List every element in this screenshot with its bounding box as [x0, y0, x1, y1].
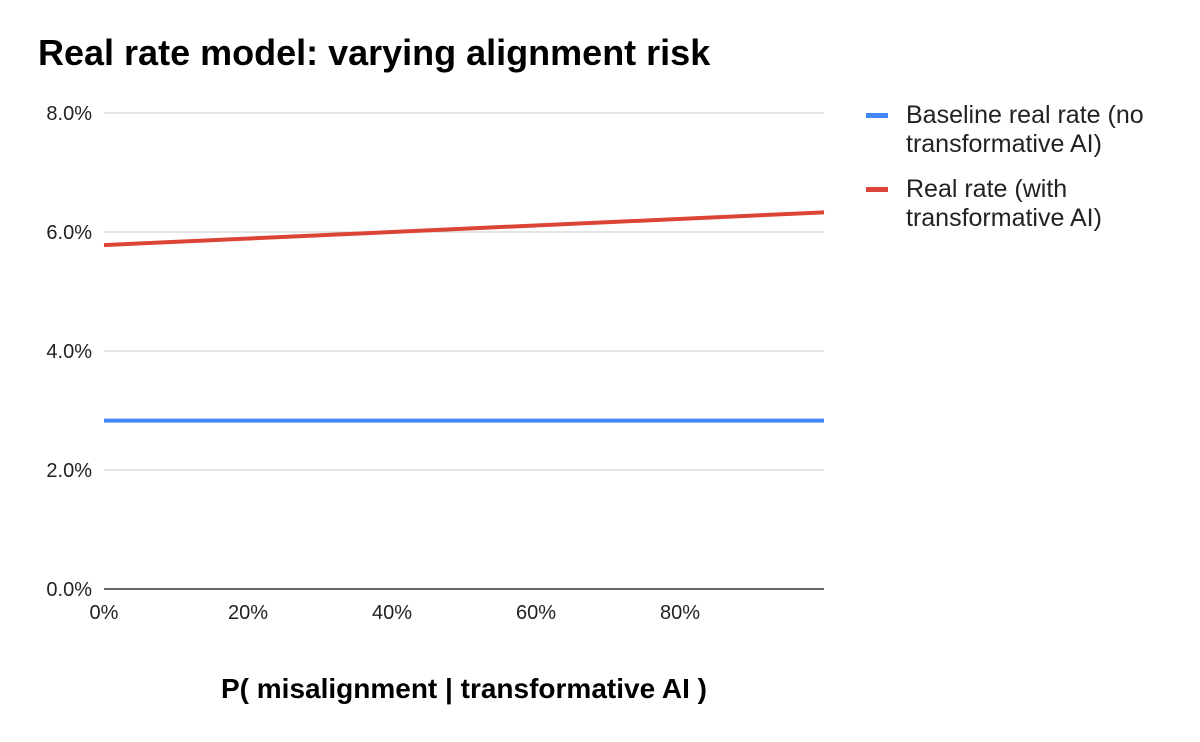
legend-item-real-rate[interactable]: Real rate (with transformative AI) — [866, 175, 1166, 233]
legend-item-baseline[interactable]: Baseline real rate (no transformative AI… — [866, 101, 1166, 159]
y-tick-label: 0.0% — [46, 579, 92, 601]
x-tick-label: 40% — [372, 602, 412, 624]
x-axis-ticks: 0% 20% 40% 60% 80% — [90, 602, 701, 624]
y-tick-label: 8.0% — [46, 103, 92, 125]
y-axis-ticks: 0.0% 2.0% 4.0% 6.0% 8.0% — [46, 103, 92, 601]
y-tick-label: 4.0% — [46, 341, 92, 363]
y-tick-label: 2.0% — [46, 460, 92, 482]
chart-title: Real rate model: varying alignment risk — [38, 32, 711, 73]
x-tick-label: 60% — [516, 602, 556, 624]
x-tick-label: 0% — [90, 602, 119, 624]
legend-swatch-baseline — [866, 113, 888, 118]
legend: Baseline real rate (no transformative AI… — [866, 101, 1166, 249]
x-axis-title: P( misalignment | transformative AI ) — [220, 673, 707, 704]
x-tick-label: 20% — [228, 602, 268, 624]
legend-label-baseline: Baseline real rate (no transformative AI… — [906, 101, 1144, 158]
legend-swatch-real-rate — [866, 187, 888, 192]
x-tick-label: 80% — [660, 602, 700, 624]
series-lines — [103, 210, 825, 423]
legend-label-real-rate: Real rate (with transformative AI) — [906, 175, 1102, 232]
y-tick-label: 6.0% — [46, 222, 92, 244]
gridlines — [104, 112, 824, 590]
series-line-real-rate — [103, 210, 825, 248]
